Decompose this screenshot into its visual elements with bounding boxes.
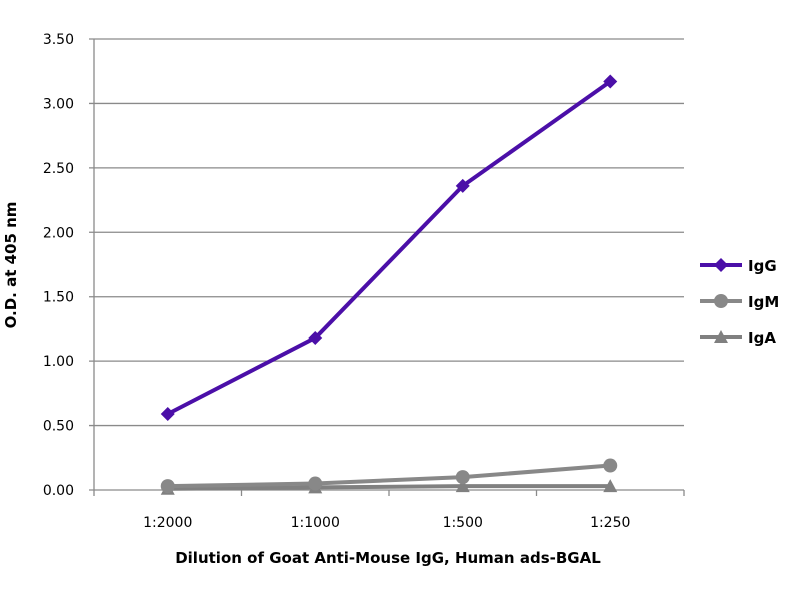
y-axis-label: O.D. at 405 nm xyxy=(2,202,20,329)
series-igm xyxy=(160,458,618,494)
x-tick-label: 1:250 xyxy=(590,515,630,531)
legend-label: IgM xyxy=(748,293,779,311)
diamond-marker xyxy=(603,74,618,89)
triangle-marker xyxy=(455,479,470,493)
series-line xyxy=(167,463,611,489)
diamond-marker xyxy=(308,330,323,345)
gridlines xyxy=(89,38,685,496)
circle-marker xyxy=(160,479,175,494)
x-axis-ticks: 1:2000 1:1000 1:500 1:250 xyxy=(143,515,630,531)
y-tick-label: 0.50 xyxy=(43,419,74,435)
x-tick-label: 1:2000 xyxy=(143,515,192,531)
diamond-marker xyxy=(455,178,470,193)
legend-item-igg: IgG xyxy=(700,257,777,275)
series-igg xyxy=(160,74,618,421)
y-tick-label: 1.00 xyxy=(43,354,74,370)
legend-item-igm: IgM xyxy=(700,293,779,311)
y-tick-label: 2.00 xyxy=(43,225,74,241)
y-tick-label: 3.50 xyxy=(43,32,74,48)
circle-marker xyxy=(714,294,728,308)
diamond-marker xyxy=(714,258,728,272)
legend: IgG IgM IgA xyxy=(700,257,779,347)
circle-marker xyxy=(455,470,470,485)
y-tick-label: 0.00 xyxy=(43,483,74,499)
series-group xyxy=(160,74,618,495)
series-line xyxy=(166,79,612,416)
y-axis-ticks: 0.00 0.50 1.00 1.50 2.00 2.50 3.00 3.50 xyxy=(43,32,74,499)
triangle-marker xyxy=(603,479,618,493)
y-tick-label: 3.00 xyxy=(43,96,74,112)
circle-marker xyxy=(603,458,618,473)
x-axis-label: Dilution of Goat Anti-Mouse IgG, Human a… xyxy=(175,549,601,567)
legend-label: IgA xyxy=(748,329,776,347)
triangle-marker xyxy=(714,330,728,343)
x-tick-label: 1:500 xyxy=(443,515,483,531)
x-tick-label: 1:1000 xyxy=(291,515,340,531)
legend-label: IgG xyxy=(748,257,777,275)
legend-item-iga: IgA xyxy=(700,329,776,347)
y-tick-label: 1.50 xyxy=(43,290,74,306)
circle-marker xyxy=(308,476,323,491)
diamond-marker xyxy=(160,406,175,421)
series-line xyxy=(167,484,611,491)
y-tick-label: 2.50 xyxy=(43,161,74,177)
